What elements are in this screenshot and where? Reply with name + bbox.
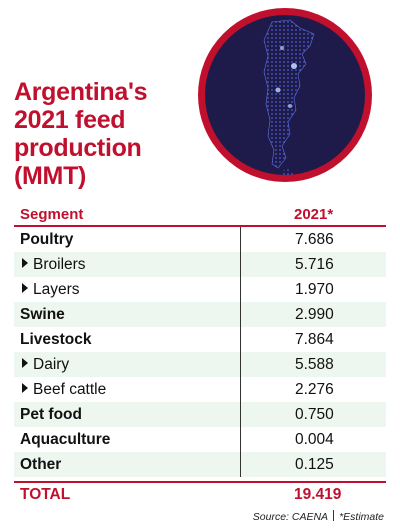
- segment-value: 2.990: [240, 302, 386, 327]
- table-row: Swine 2.990: [14, 302, 386, 327]
- chart-title: Argentina's 2021 feed production (MMT): [14, 78, 148, 190]
- segment-value: 5.716: [240, 252, 386, 277]
- segment-label: Pet food: [20, 405, 82, 423]
- table-row: Beef cattle 2.276: [14, 377, 386, 402]
- segment-label-wrap: Beef cattle: [14, 381, 240, 399]
- table-row: Aquaculture 0.004: [14, 427, 386, 452]
- caret-right-icon: [22, 358, 28, 369]
- feed-production-table: Segment 2021* Poultry 7.686 Broilers 5.7…: [14, 203, 386, 507]
- segment-value: 7.686: [240, 227, 386, 252]
- caret-right-icon: [22, 383, 28, 394]
- column-header-2021: 2021*: [294, 205, 334, 223]
- segment-value: 0.750: [240, 402, 386, 427]
- total-label: TOTAL: [20, 486, 71, 503]
- table-row: Dairy 5.588: [14, 352, 386, 377]
- table-total-row: TOTAL 19.419: [14, 481, 386, 507]
- segment-label-wrap: Dairy: [14, 356, 240, 374]
- segment-label-wrap: Layers: [14, 281, 240, 299]
- caret-right-icon: [22, 258, 28, 269]
- table-row: Poultry 7.686: [14, 227, 386, 252]
- total-value: 19.419: [294, 486, 342, 503]
- segment-value: 2.276: [240, 377, 386, 402]
- table-header-row: Segment 2021*: [14, 203, 386, 227]
- segment-label: Beef cattle: [33, 380, 107, 398]
- argentina-map-badge: [198, 8, 372, 182]
- column-header-segment: Segment: [20, 205, 84, 223]
- table-row: Layers 1.970: [14, 277, 386, 302]
- segment-label: Aquaculture: [20, 430, 111, 448]
- source-note: Source: CAENA *Estimate: [253, 510, 384, 523]
- separator: [333, 510, 335, 521]
- segment-label: Broilers: [33, 255, 86, 273]
- segment-value: 7.864: [240, 327, 386, 352]
- segment-label: Swine: [20, 305, 65, 323]
- segment-value: 0.125: [240, 452, 386, 477]
- segment-value: 1.970: [240, 277, 386, 302]
- segment-label-wrap: Broilers: [14, 256, 240, 274]
- segment-label: Other: [20, 455, 62, 473]
- footnote-text: *Estimate: [339, 511, 384, 523]
- segment-value: 5.588: [240, 352, 386, 377]
- table-row: Other 0.125: [14, 452, 386, 477]
- segment-label: Layers: [33, 280, 80, 298]
- segment-label: Livestock: [20, 330, 92, 348]
- segment-label: Dairy: [33, 355, 70, 373]
- table-row: Broilers 5.716: [14, 252, 386, 277]
- table-row: Livestock 7.864: [14, 327, 386, 352]
- caret-right-icon: [22, 283, 28, 294]
- segment-label: Poultry: [20, 230, 74, 248]
- segment-value: 0.004: [240, 427, 386, 452]
- table-row: Pet food 0.750: [14, 402, 386, 427]
- argentina-map-icon: [205, 15, 365, 176]
- source-text: Source: CAENA: [252, 511, 329, 523]
